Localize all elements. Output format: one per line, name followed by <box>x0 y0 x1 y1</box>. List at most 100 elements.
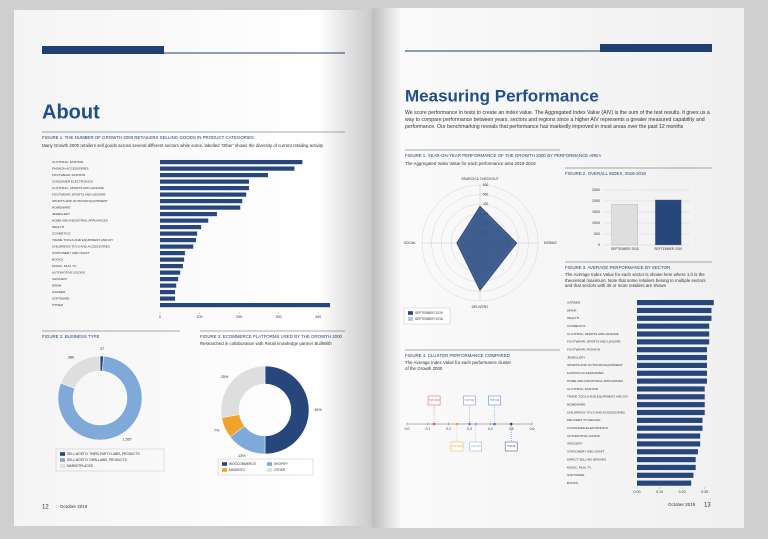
cluster-box <box>469 441 482 452</box>
x-tick-label: 0.20 <box>679 490 686 494</box>
cluster-label: TOP 1000 <box>452 445 463 448</box>
y-tick-label: 2000 <box>592 199 600 203</box>
legend-swatch <box>60 452 65 456</box>
x-tick-label: 400 <box>315 315 321 319</box>
bar <box>637 394 705 400</box>
category-label: DRINK <box>52 283 63 287</box>
cluster-marker <box>468 422 471 426</box>
bar <box>160 277 179 282</box>
x-tick-label: 0 <box>159 315 161 319</box>
bar <box>160 296 176 301</box>
category-label: TRADE TOOLS AND EQUIPMENT AND DIY <box>52 238 113 242</box>
r-tick-label: 500 <box>483 193 489 197</box>
bar <box>637 441 701 447</box>
bar <box>160 251 185 256</box>
cluster-box <box>427 395 441 406</box>
header-bar <box>600 44 712 52</box>
figure-title: FIGURE 2. OVERALL INDEX, 2018-2019 <box>565 171 646 176</box>
bar <box>160 225 202 230</box>
x-tick-label: 0.30 <box>701 490 708 494</box>
bar <box>637 331 710 337</box>
cluster-box <box>488 395 501 406</box>
bar <box>637 386 705 392</box>
bar <box>637 378 707 384</box>
category-label: TRADE TOOLS AND EQUIPMENT AND DIY <box>567 395 628 399</box>
donut-slice <box>220 365 266 418</box>
bar <box>160 290 176 295</box>
bar <box>160 205 241 210</box>
bar <box>160 199 243 204</box>
category-label: JEWELLERY <box>52 212 70 216</box>
left-page <box>14 10 372 526</box>
category-label: AUTOMOTIVE GOODS <box>567 434 600 438</box>
cluster-box <box>450 441 464 452</box>
bar <box>160 238 196 243</box>
category-label: DELIVERS TO REGION <box>567 418 600 422</box>
category-label: HOME AND INDUSTRIAL APPLIANCES <box>52 218 108 222</box>
legend-label: MAGENTO <box>229 468 246 472</box>
r-tick-label: 600 <box>483 183 489 187</box>
category-label: CHILDREN'S TOYS AND ACCESSORIES <box>52 244 110 248</box>
y-tick-label: 2500 <box>592 188 600 192</box>
figure-subtitle: Researched in collaboration with Retail … <box>200 341 332 346</box>
y-tick-label: 0 <box>598 243 600 247</box>
category-label: CONSUMER ELECTRONICS <box>52 179 93 183</box>
y-tick-label: 1000 <box>592 221 600 225</box>
category-label: STATIONERY AND CRAFT <box>52 251 90 255</box>
header-bar <box>42 46 164 54</box>
category-label: STATIONERY AND CRAFT <box>567 450 605 454</box>
x-tick-label: 200 <box>236 315 242 319</box>
legend-swatch <box>60 458 65 462</box>
value-label: 13% <box>238 454 246 458</box>
value-label: 1,567 <box>122 437 132 441</box>
value-label: 25% <box>221 375 229 379</box>
r-tick-label: 400 <box>483 202 489 206</box>
category-label: FOOTWEAR; FASHION <box>567 348 600 352</box>
bar <box>160 218 209 223</box>
y-tick-label: 1500 <box>592 210 600 214</box>
category-label: MUSIC, FILM, TV <box>52 264 77 268</box>
bar <box>637 402 705 408</box>
category-label: GROCERY <box>52 277 68 281</box>
legend-label: SELL MOSTLY THIRD-PARTY-LABEL PRODUCTS <box>67 452 140 456</box>
bar <box>637 464 696 471</box>
bar <box>637 449 698 455</box>
page-title: About <box>42 101 100 123</box>
cluster-box <box>463 395 476 406</box>
cluster-marker <box>509 422 513 426</box>
x-tick-label: 0.4 <box>488 427 493 431</box>
page-number: 12 <box>42 505 49 511</box>
bar <box>160 244 194 249</box>
figure-subtitle: The Aggregated Index Value for each perf… <box>405 161 536 166</box>
x-tick-label: 0.2 <box>446 427 451 431</box>
category-label: COSMETICS <box>52 231 70 235</box>
legend-label: SHOPIFY <box>274 462 289 466</box>
category-label: MUSIC, FILM, TV <box>567 465 592 469</box>
x-tick-label: 300 <box>276 315 282 319</box>
cluster-marker <box>493 422 496 426</box>
category-label: AUTOMOTIVE GOODS <box>52 270 85 274</box>
bar <box>637 433 701 439</box>
bar <box>160 257 185 262</box>
donut-slice <box>60 355 101 389</box>
cluster-label: TOP 250 <box>471 445 481 448</box>
legend-label: SEPTEMBER 2018 <box>415 317 443 321</box>
donut-slice <box>264 365 310 455</box>
legend-swatch <box>222 468 227 472</box>
category-label: HOME AND INDUSTRIAL APPLIANCES <box>567 379 623 383</box>
intro-paragraph: We score performance in tests to create … <box>405 110 710 130</box>
page-date: October 2019 <box>668 502 696 507</box>
bar <box>637 307 712 314</box>
x-tick-label: SEPTEMBER 2019 <box>654 247 682 251</box>
figure-title: FIGURE 3. ECOMMERCE PLATFORMS USED BY TH… <box>200 334 343 339</box>
bar <box>637 409 705 416</box>
x-tick-label: 0.10 <box>656 490 663 494</box>
category-label: HEALTH <box>52 225 64 229</box>
figure-title: FIGURE 1. YEAR-ON-YEAR PERFORMANCE OF TH… <box>405 153 601 158</box>
legend-swatch <box>222 462 227 466</box>
bar <box>160 270 181 275</box>
category-label: JEWELLERY <box>567 355 585 359</box>
axis-label: DELIVERY <box>472 305 489 309</box>
category-label: BOOKS <box>567 481 578 485</box>
x-tick-label: 0.3 <box>467 427 472 431</box>
